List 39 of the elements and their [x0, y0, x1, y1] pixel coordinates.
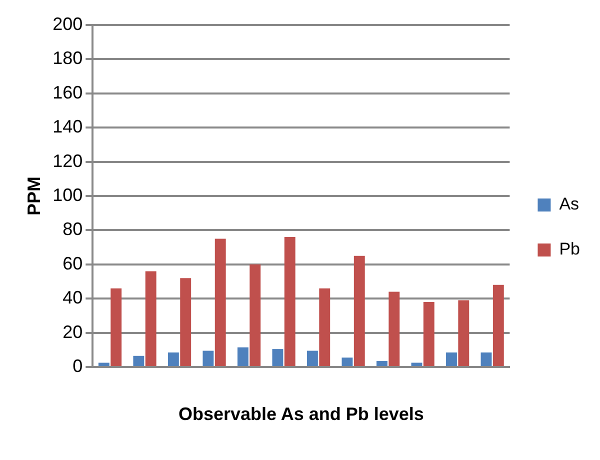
y-tick-label: 180	[52, 48, 83, 68]
bar	[492, 284, 504, 366]
y-tick-label: 0	[72, 356, 83, 376]
bar	[98, 362, 110, 366]
x-axis-title: Observable As and Pb levels	[178, 404, 424, 424]
bar	[411, 362, 422, 366]
y-tick-label: 100	[52, 184, 83, 205]
bar	[388, 292, 400, 366]
bar	[319, 288, 330, 366]
y-tick-label: 120	[52, 150, 83, 171]
bar	[284, 237, 296, 366]
bar	[110, 288, 122, 366]
bar	[423, 302, 434, 366]
y-tick-label: 160	[52, 82, 83, 102]
bar	[342, 358, 353, 366]
bar	[202, 350, 214, 366]
bar	[237, 347, 248, 366]
bar	[354, 256, 365, 366]
y-tick-label: 60	[62, 253, 83, 274]
bar	[180, 278, 192, 366]
bar	[168, 352, 179, 366]
bar	[250, 264, 261, 366]
y-tick-label: 200	[52, 14, 83, 34]
y-tick-label: 20	[62, 322, 83, 342]
y-tick-label: 140	[52, 116, 83, 137]
y-tick-label: 40	[62, 288, 83, 308]
bar	[480, 352, 492, 366]
legend-label: Pb	[559, 240, 580, 259]
y-axis-title: PPM	[24, 176, 44, 216]
bar	[133, 356, 144, 366]
bar	[306, 350, 318, 366]
bar	[458, 300, 470, 366]
y-tick-label: 80	[62, 219, 83, 240]
bar	[272, 349, 284, 366]
bar	[446, 352, 457, 366]
bar	[376, 361, 388, 366]
bar	[214, 238, 226, 366]
legend-label: As	[559, 194, 580, 214]
bar	[145, 271, 156, 366]
